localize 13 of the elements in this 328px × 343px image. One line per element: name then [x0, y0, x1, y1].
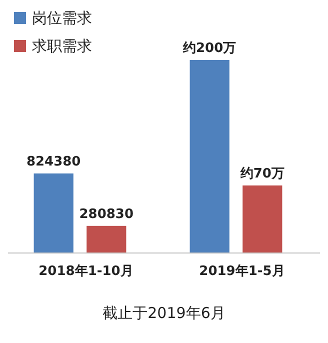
bar — [34, 173, 74, 253]
legend-label: 岗位需求 — [32, 9, 92, 27]
bar — [242, 185, 282, 253]
bar — [86, 226, 126, 253]
x-tick-label: 2018年1-10月 — [38, 264, 134, 279]
data-label: 280830 — [79, 206, 134, 222]
bar — [190, 60, 230, 253]
data-label: 约70万 — [239, 166, 284, 182]
data-label: 824380 — [26, 154, 81, 170]
legend-label: 求职需求 — [32, 37, 92, 55]
data-label: 约200万 — [182, 41, 236, 56]
x-tick-label: 2019年1-5月 — [199, 264, 285, 279]
text: 截止于2019年6月 — [102, 304, 226, 322]
